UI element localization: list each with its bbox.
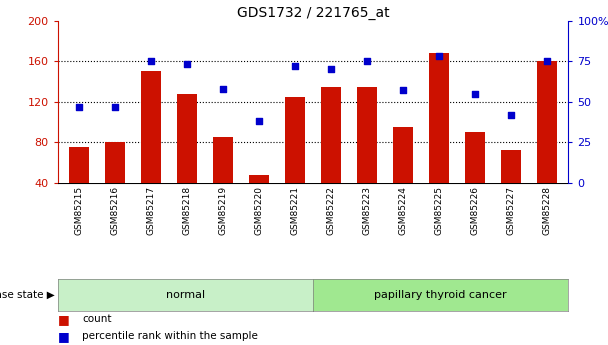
Bar bbox=[249, 175, 269, 183]
Point bbox=[542, 58, 552, 64]
Bar bbox=[429, 53, 449, 183]
Text: GSM85223: GSM85223 bbox=[362, 186, 371, 235]
Bar bbox=[213, 137, 233, 183]
Bar bbox=[537, 61, 557, 183]
Text: GSM85224: GSM85224 bbox=[398, 186, 407, 235]
Point bbox=[506, 112, 516, 118]
Point bbox=[111, 104, 120, 109]
Text: GSM85217: GSM85217 bbox=[147, 186, 156, 235]
Text: ■: ■ bbox=[58, 313, 69, 326]
Text: normal: normal bbox=[166, 290, 205, 300]
Point bbox=[470, 91, 480, 97]
Bar bbox=[393, 127, 413, 183]
Text: GSM85228: GSM85228 bbox=[542, 186, 551, 235]
Text: GSM85226: GSM85226 bbox=[471, 186, 480, 235]
Bar bbox=[501, 150, 521, 183]
Text: GSM85216: GSM85216 bbox=[111, 186, 120, 235]
Point bbox=[254, 118, 264, 124]
Title: GDS1732 / 221765_at: GDS1732 / 221765_at bbox=[237, 6, 390, 20]
Point bbox=[362, 58, 372, 64]
Point bbox=[74, 104, 84, 109]
Bar bbox=[69, 147, 89, 183]
Text: GSM85220: GSM85220 bbox=[255, 186, 264, 235]
Bar bbox=[321, 87, 341, 183]
Point bbox=[147, 58, 156, 64]
Text: GSM85215: GSM85215 bbox=[75, 186, 84, 235]
Text: GSM85219: GSM85219 bbox=[219, 186, 228, 235]
Point bbox=[398, 88, 408, 93]
Text: GSM85227: GSM85227 bbox=[506, 186, 516, 235]
Point bbox=[182, 62, 192, 67]
Bar bbox=[357, 87, 377, 183]
Point bbox=[290, 63, 300, 69]
Point bbox=[326, 67, 336, 72]
Bar bbox=[285, 97, 305, 183]
Text: ■: ■ bbox=[58, 330, 69, 343]
Point bbox=[434, 53, 444, 59]
Bar bbox=[142, 71, 161, 183]
Point bbox=[218, 86, 228, 91]
Text: papillary thyroid cancer: papillary thyroid cancer bbox=[375, 290, 507, 300]
Bar bbox=[178, 94, 197, 183]
Text: count: count bbox=[82, 314, 112, 324]
Text: GSM85225: GSM85225 bbox=[435, 186, 443, 235]
Text: percentile rank within the sample: percentile rank within the sample bbox=[82, 332, 258, 341]
Bar bbox=[465, 132, 485, 183]
Text: disease state ▶: disease state ▶ bbox=[0, 290, 55, 300]
Text: GSM85218: GSM85218 bbox=[183, 186, 192, 235]
Text: GSM85222: GSM85222 bbox=[326, 186, 336, 235]
Text: GSM85221: GSM85221 bbox=[291, 186, 300, 235]
Bar bbox=[105, 142, 125, 183]
